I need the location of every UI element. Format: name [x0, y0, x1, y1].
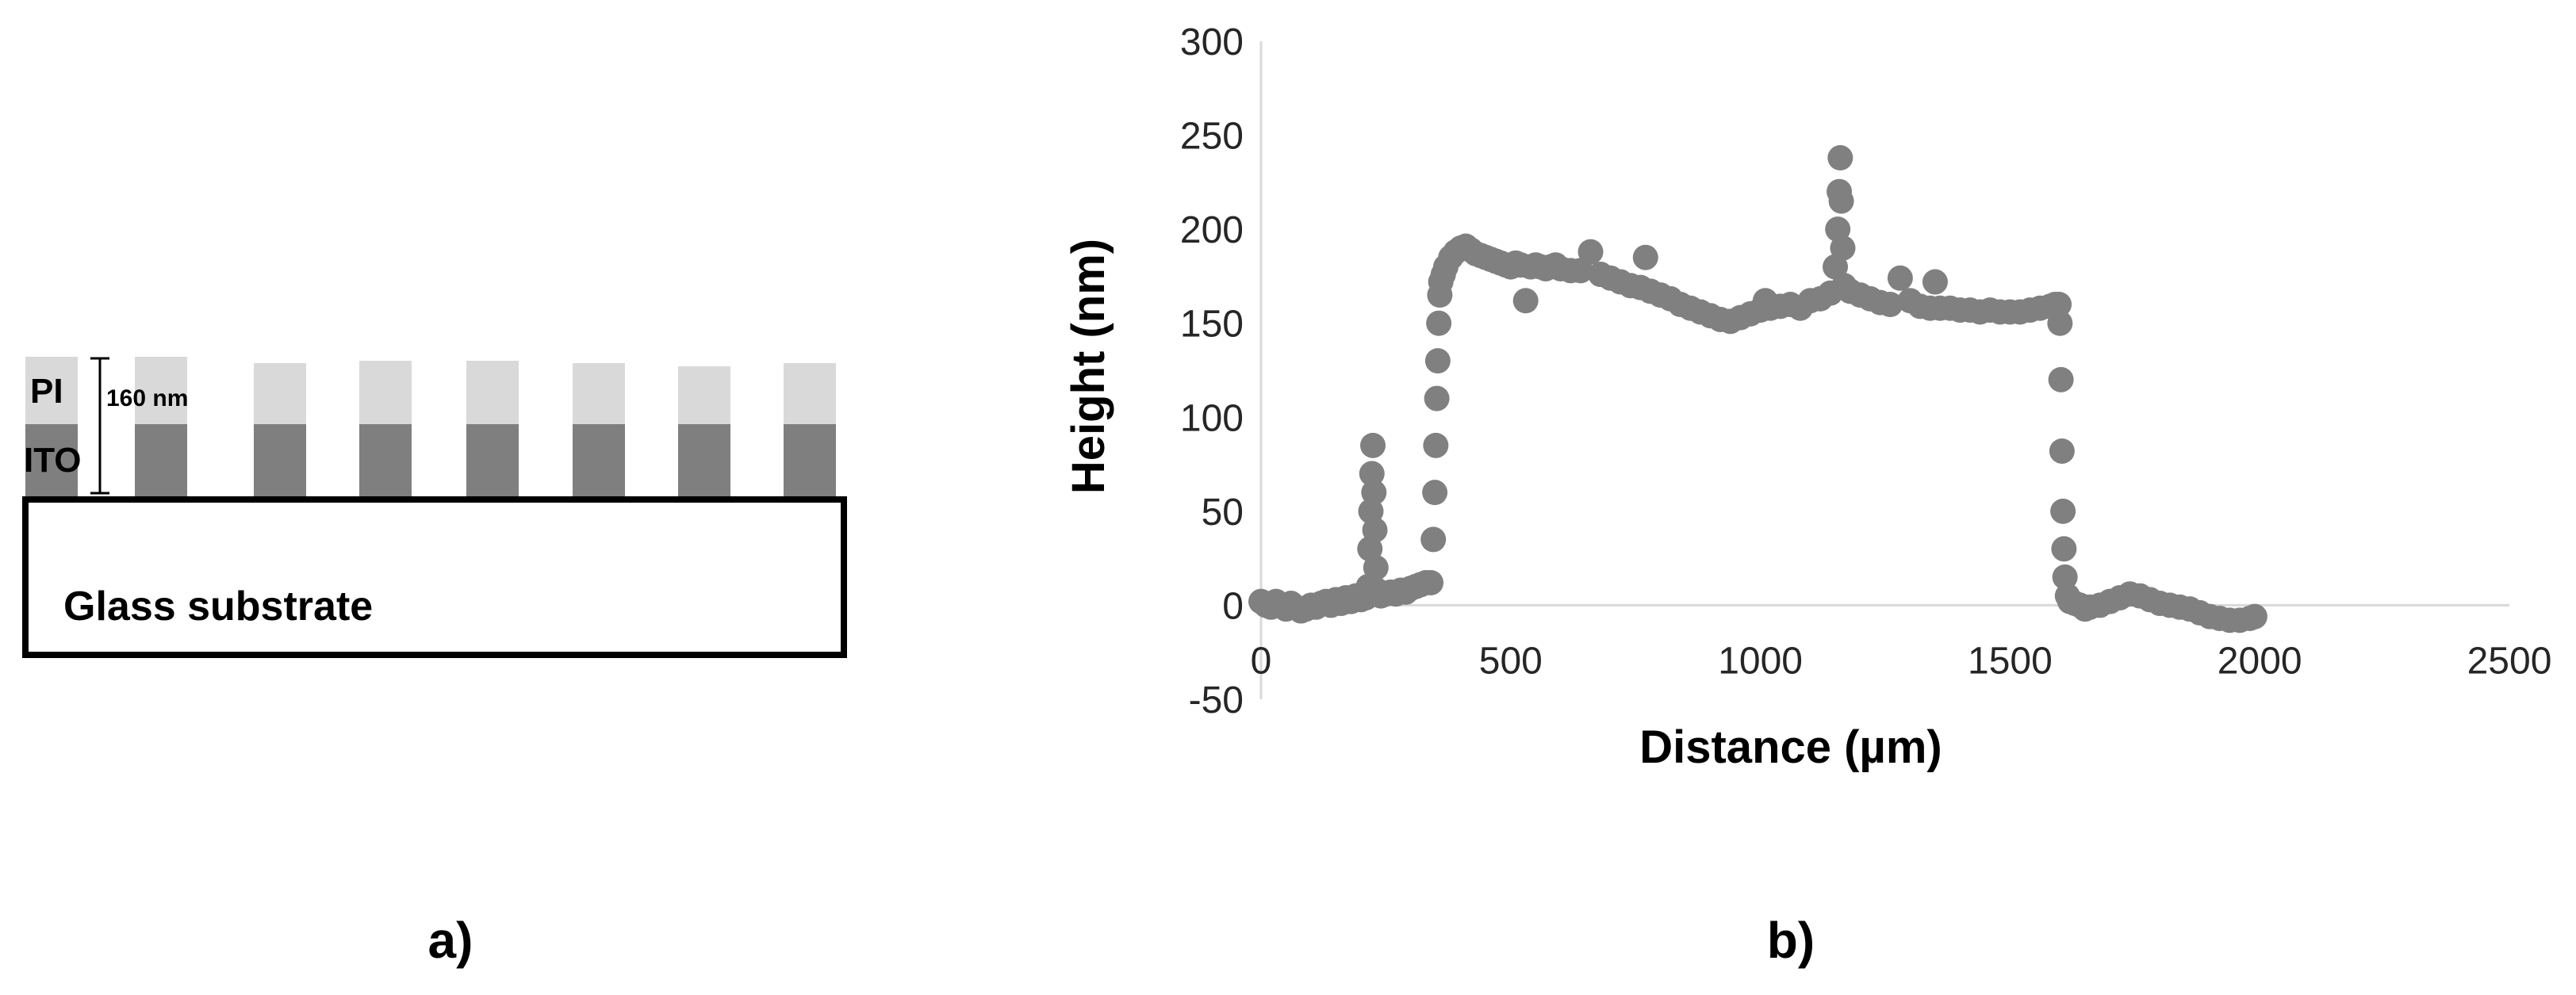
x-tick-label: 1500: [1968, 640, 2053, 682]
data-point: [1830, 235, 1856, 261]
data-point: [2241, 603, 2267, 630]
y-tick-label: 100: [1180, 397, 1244, 439]
data-point: [1361, 480, 1387, 506]
pi-layer-stripe: [359, 361, 412, 424]
x-tick-labels: 0 500 1000 1500 2000 2500: [1251, 640, 2552, 682]
data-point: [1426, 310, 1452, 336]
x-tick-label: 0: [1251, 640, 1272, 682]
data-point: [2052, 564, 2078, 590]
data-point: [1423, 432, 1449, 458]
ito-layer-stripe: [466, 424, 519, 499]
data-point: [1418, 569, 1444, 595]
y-axis-title: Height (nm): [1063, 239, 1114, 494]
y-tick-labels: -50 0 50 100 150 200 250 300: [1180, 21, 1244, 721]
panel-a-label: a): [428, 912, 473, 969]
ito-layer-stripe: [135, 424, 187, 499]
y-tick-label: 200: [1180, 209, 1244, 251]
substrate-label: Glass substrate: [63, 584, 373, 630]
pi-layer-stripe: [678, 366, 730, 424]
thickness-bracket: [90, 357, 109, 495]
panel-a: Glass substrate PI ITO 160 nm a): [22, 357, 847, 969]
ito-layer-stripe: [359, 424, 412, 499]
y-tick-label: 150: [1180, 304, 1244, 346]
pi-layer-stripe: [25, 357, 78, 424]
ito-layer-stripe: [573, 424, 625, 499]
data-point: [1827, 145, 1853, 171]
y-tick-label: 50: [1202, 492, 1244, 534]
pi-layer-stripe: [254, 363, 306, 424]
ito-layer-stripe: [25, 424, 78, 499]
data-point: [1512, 288, 1539, 314]
pi-layer-stripe: [784, 363, 836, 424]
y-tick-label: 300: [1180, 21, 1244, 63]
pi-layer-stripe: [573, 363, 625, 424]
data-point: [1422, 480, 1448, 506]
glass-substrate: [22, 496, 847, 658]
ito-layer-stripe: [784, 424, 836, 499]
x-tick-label: 500: [1479, 640, 1543, 682]
pi-layer-stripe: [466, 361, 519, 424]
data-point: [1360, 432, 1386, 458]
data-point: [2048, 366, 2074, 392]
y-tick-label: 250: [1180, 116, 1244, 158]
data-point: [1363, 555, 1389, 580]
ito-layer-stripe: [254, 424, 306, 499]
data-point: [1424, 348, 1451, 374]
x-tick-label: 2500: [2467, 640, 2552, 682]
y-tick-label: -50: [1189, 679, 1244, 721]
x-axis-title: Distance (µm): [1639, 721, 1942, 773]
data-points: [1248, 145, 2267, 633]
stripe-group: [25, 357, 836, 499]
data-point: [1567, 258, 1593, 284]
pi-label: PI: [30, 372, 63, 411]
panel-b-label: b): [1767, 912, 1815, 969]
thickness-label: 160 nm: [106, 385, 188, 411]
data-point: [2049, 438, 2075, 464]
data-point: [1828, 188, 1854, 214]
data-point: [2050, 498, 2076, 524]
data-point: [2046, 292, 2072, 317]
data-point: [1887, 265, 1913, 291]
x-tick-label: 2000: [2218, 640, 2302, 682]
data-point: [2051, 536, 2077, 562]
data-point: [2047, 310, 2073, 336]
data-point: [1424, 385, 1450, 411]
pi-layer-stripe: [135, 357, 187, 424]
data-point: [1577, 239, 1604, 265]
ito-label: ITO: [24, 441, 82, 480]
data-point: [1922, 269, 1948, 295]
data-point: [1632, 244, 1658, 270]
data-point: [1420, 526, 1447, 553]
ito-layer-stripe: [678, 424, 730, 499]
data-point: [1362, 517, 1388, 543]
data-point: [1877, 292, 1903, 317]
y-tick-label: 0: [1222, 585, 1244, 627]
x-tick-label: 1000: [1718, 640, 1803, 682]
data-point: [1359, 461, 1385, 487]
